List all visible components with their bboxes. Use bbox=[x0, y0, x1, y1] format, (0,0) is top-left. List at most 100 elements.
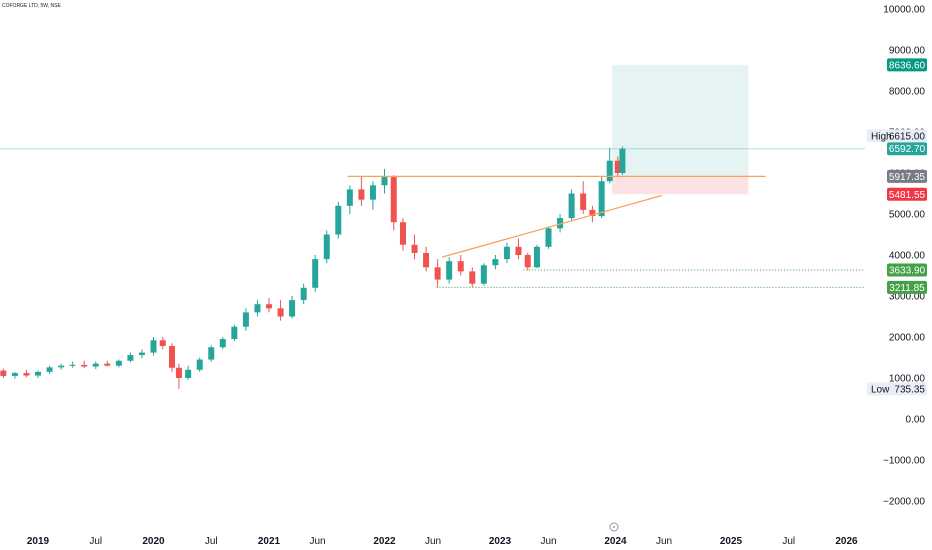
candle bbox=[515, 238, 522, 260]
candle bbox=[480, 263, 487, 286]
svg-text:5481.55: 5481.55 bbox=[889, 190, 926, 201]
candle bbox=[619, 146, 626, 176]
candle bbox=[23, 369, 30, 378]
candle bbox=[411, 234, 418, 260]
candle bbox=[606, 147, 613, 184]
svg-text:6592.70: 6592.70 bbox=[889, 144, 926, 155]
candle bbox=[568, 189, 575, 221]
candle bbox=[557, 214, 564, 233]
rising-trendline[interactable] bbox=[442, 194, 662, 258]
candle bbox=[399, 218, 406, 251]
x-tick-label: 2025 bbox=[720, 536, 743, 547]
candle bbox=[104, 360, 111, 367]
candle bbox=[185, 365, 192, 381]
candle bbox=[208, 345, 215, 362]
time-axis-settings-icon[interactable] bbox=[609, 522, 619, 532]
x-tick-label: 2019 bbox=[27, 536, 50, 547]
candle bbox=[434, 259, 441, 288]
candle bbox=[503, 242, 510, 264]
price-tag-last: 6592.70 bbox=[887, 142, 927, 156]
candle bbox=[381, 168, 388, 194]
candle bbox=[231, 324, 238, 342]
x-tick-label: 2023 bbox=[489, 536, 512, 547]
y-tick-label: 8000.00 bbox=[889, 87, 926, 98]
candle bbox=[242, 308, 249, 331]
y-tick-label: −1000.00 bbox=[883, 456, 925, 467]
candle bbox=[598, 177, 605, 219]
y-tick-label: −2000.00 bbox=[883, 497, 925, 508]
candle bbox=[358, 177, 365, 206]
candle bbox=[254, 300, 261, 317]
candle bbox=[492, 255, 499, 270]
candle bbox=[11, 371, 18, 379]
candle bbox=[58, 363, 65, 370]
candle bbox=[446, 257, 453, 284]
position-zones bbox=[612, 64, 749, 195]
candle bbox=[580, 181, 587, 214]
x-tick-label: 2022 bbox=[373, 536, 396, 547]
svg-text:Low: Low bbox=[871, 384, 890, 395]
svg-text:3633.90: 3633.90 bbox=[889, 266, 926, 277]
candle bbox=[545, 226, 552, 249]
price-tag-target: 8636.60 bbox=[887, 58, 927, 72]
y-tick-label: 9000.00 bbox=[889, 46, 926, 57]
candle bbox=[150, 337, 157, 356]
time-axis[interactable]: 2019 Jul 2020 Jul 2021 Jun 2022 Jun 2023 Jun 2024 J… bbox=[27, 536, 858, 547]
x-tick-label: Jul bbox=[205, 536, 218, 547]
candle bbox=[469, 267, 476, 288]
y-tick-label: 2000.00 bbox=[889, 333, 926, 344]
y-tick-label: 3000.00 bbox=[889, 292, 926, 303]
price-tag-entry: 5917.35 bbox=[887, 169, 927, 183]
candle bbox=[127, 352, 134, 363]
candle bbox=[196, 357, 203, 372]
y-tick-label: 10000.00 bbox=[883, 5, 925, 16]
trendlines[interactable] bbox=[347, 175, 766, 258]
candle bbox=[0, 368, 7, 378]
candle bbox=[390, 175, 397, 231]
symbol-title: COFORGE LTD, 5W, NSE bbox=[2, 3, 61, 9]
price-tag-stop: 5481.55 bbox=[887, 187, 927, 201]
y-tick-label: 1000.00 bbox=[889, 374, 926, 385]
price-tag-support: 3211.85 bbox=[887, 280, 927, 294]
stop-zone[interactable] bbox=[612, 176, 749, 195]
candle bbox=[346, 185, 353, 214]
candle bbox=[524, 252, 531, 271]
y-tick-label: 0.00 bbox=[906, 415, 926, 426]
profit-zone[interactable] bbox=[612, 64, 749, 177]
candle bbox=[589, 205, 596, 223]
candle bbox=[323, 230, 330, 264]
candle bbox=[92, 361, 99, 369]
svg-text:6615.00: 6615.00 bbox=[889, 131, 926, 142]
candle bbox=[115, 359, 122, 368]
candle bbox=[219, 337, 226, 350]
svg-text:5917.35: 5917.35 bbox=[889, 172, 926, 183]
svg-text:3211.85: 3211.85 bbox=[889, 283, 925, 294]
candle bbox=[46, 365, 53, 374]
candle bbox=[266, 298, 272, 313]
candle bbox=[312, 255, 319, 292]
price-tags: 8636.60 6592.70 5917.35 5481.55 3633.90 3211.… bbox=[867, 58, 927, 396]
candle bbox=[175, 363, 182, 389]
y-tick-label: 4000.00 bbox=[889, 251, 926, 262]
candle bbox=[423, 246, 430, 272]
x-tick-label: Jun bbox=[656, 536, 672, 547]
candle bbox=[168, 343, 175, 372]
x-tick-label: Jul bbox=[782, 536, 795, 547]
candle bbox=[35, 370, 41, 378]
x-tick-label: Jul bbox=[89, 536, 102, 547]
candle bbox=[69, 361, 76, 368]
x-tick-label: 2026 bbox=[835, 536, 858, 547]
candle bbox=[457, 255, 464, 276]
candle bbox=[369, 181, 376, 210]
candle bbox=[533, 244, 540, 269]
low-label: Low 735.35 bbox=[867, 382, 927, 396]
x-tick-label: 2021 bbox=[258, 536, 281, 547]
svg-text:8636.60: 8636.60 bbox=[889, 60, 926, 71]
horizontal-levels bbox=[0, 148, 865, 288]
candle bbox=[159, 337, 166, 350]
candle-series bbox=[0, 146, 626, 389]
svg-text:High: High bbox=[871, 131, 892, 142]
